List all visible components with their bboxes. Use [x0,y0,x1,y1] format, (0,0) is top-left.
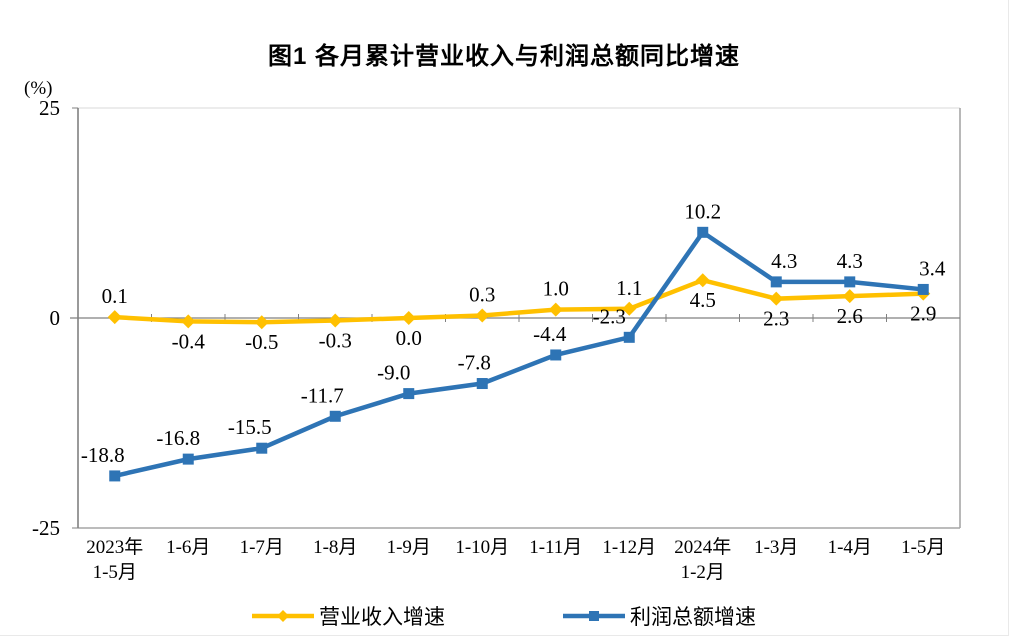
data-label: 4.5 [690,288,716,312]
y-tick-label: -25 [32,516,60,540]
data-label: 2.3 [763,307,789,331]
data-label: 0.3 [469,282,495,306]
profit-marker [182,453,194,465]
data-label: 3.4 [919,256,946,280]
revenue-marker [842,289,857,304]
data-label: 2.9 [910,302,936,326]
x-tick-label: 1-4月 [828,537,872,558]
data-label: 0.1 [102,284,128,308]
square-legend-marker [589,611,599,621]
x-tick-label: 1-9月 [387,537,431,558]
x-tick-label: 1-11月 [529,537,582,558]
profit-legend-icon [563,611,625,621]
revenue-marker [328,313,343,328]
data-label: -0.3 [319,329,352,353]
data-label: -4.4 [533,322,567,346]
revenue-marker [622,301,637,316]
x-tick-label: 1-6月 [166,537,210,558]
revenue-marker [181,314,196,329]
profit-marker [403,388,415,400]
data-label: 2.6 [837,304,863,328]
data-label: 0.0 [396,326,422,350]
profit-marker [550,349,562,361]
y-tick-label: 25 [39,96,60,120]
chart-title: 图1 各月累计营业收入与利润总额同比增速 [267,43,740,70]
profit-marker [917,283,929,295]
data-label: 1.1 [616,276,642,300]
revenue-marker [254,315,269,330]
revenue-marker [769,291,784,306]
revenue-marker [401,311,416,325]
legend-label-revenue: 营业收入增速 [319,605,445,629]
data-label: 4.3 [771,249,797,273]
revenue-marker [107,310,122,325]
profit-marker [476,378,488,390]
data-label: -7.8 [458,351,491,375]
profit-marker [697,226,709,238]
y-tick-label: 0 [50,306,61,330]
legend: 营业收入增速 利润总额增速 [0,601,1008,631]
data-label: -0.4 [172,329,206,353]
x-tick-label: 1-10月 [455,537,509,558]
data-label: 1.0 [543,277,569,301]
revenue-line [114,277,924,325]
x-tick-label: 1-2月 [681,562,725,583]
revenue-legend-icon [252,610,314,622]
profit-marker [329,410,341,422]
x-tick-label: 1-5月 [93,562,137,583]
data-label: -15.5 [228,415,272,439]
x-tick-label: 1-5月 [901,537,945,558]
data-label: -18.8 [81,443,125,467]
legend-item-revenue: 营业收入增速 [252,601,445,631]
profit-marker [109,470,121,482]
data-label: -11.7 [301,383,344,407]
profit-marker [256,442,268,454]
profit-line [114,229,924,479]
x-tick-label: 1-3月 [754,537,798,558]
legend-item-profit: 利润总额增速 [563,601,756,631]
revenue-marker [695,273,710,288]
data-label: -9.0 [377,361,410,385]
data-label: -2.3 [593,304,626,328]
data-label: 4.3 [837,249,863,273]
x-tick-label: 1-12月 [602,537,656,558]
revenue-marker [475,308,490,323]
profit-marker [844,276,856,288]
legend-label-profit: 利润总额增速 [630,605,756,629]
profit-marker [623,331,635,343]
profit-marker [770,276,782,288]
x-tick-label: 1-7月 [240,537,284,558]
data-label: -16.8 [156,426,200,450]
x-tick-label: 2023年 [86,536,143,558]
revenue-marker [548,302,563,317]
data-label: -0.5 [245,330,278,354]
x-tick-label: 1-8月 [313,537,357,558]
diamond-legend-marker [277,610,289,622]
y-axis-unit-label: (%) [24,78,52,99]
data-label: 10.2 [684,199,721,223]
x-tick-label: 2024年 [674,536,731,558]
